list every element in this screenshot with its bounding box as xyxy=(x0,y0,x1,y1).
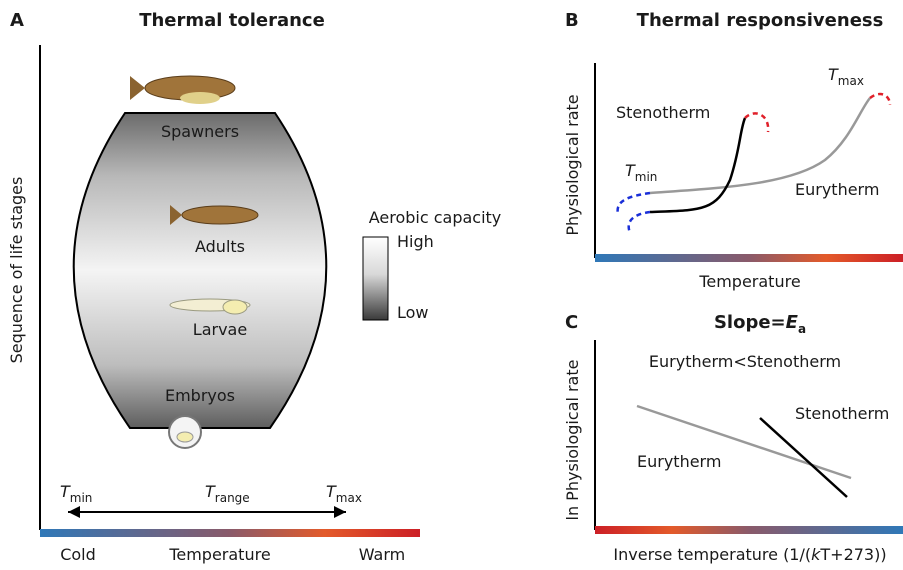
eurytherm-curve xyxy=(649,97,871,195)
symbol: T xyxy=(326,482,337,501)
stenotherm-tmin xyxy=(627,210,651,234)
symbol: T xyxy=(60,482,71,501)
subscript: max xyxy=(336,491,362,505)
symbol: E xyxy=(786,312,799,333)
symbol: T xyxy=(828,65,839,84)
x-label-cold: Cold xyxy=(60,545,96,564)
x-label-suffix: T+273)) xyxy=(819,545,886,564)
legend-gradient xyxy=(362,236,389,321)
tolerance-shape xyxy=(72,112,328,429)
t-max-label: Tmax xyxy=(828,65,864,88)
x-label-italic: k xyxy=(811,545,821,564)
larva-icon xyxy=(169,298,251,315)
y-axis-label: Physiological rate xyxy=(563,94,582,235)
stenotherm-label: Stenotherm xyxy=(616,103,710,122)
comparison-label: Eurytherm<Stenotherm xyxy=(649,352,841,371)
stage-label: Larvae xyxy=(193,320,247,339)
panel-letter: A xyxy=(10,10,24,31)
symbol: T xyxy=(625,161,636,180)
eurytherm-line xyxy=(636,404,852,480)
subscript: a xyxy=(798,322,806,336)
panel-letter: B xyxy=(565,10,579,31)
legend-title: Aerobic capacity xyxy=(369,208,502,227)
t-min-label: Tmin xyxy=(625,161,657,184)
eurytherm-label: Eurytherm xyxy=(795,180,879,199)
legend-high: High xyxy=(397,232,434,251)
panel-letter: C xyxy=(565,312,578,333)
x-label-warm: Warm xyxy=(359,545,405,564)
stenotherm-label: Stenotherm xyxy=(795,404,889,423)
stenotherm-curve xyxy=(649,117,747,214)
subscript: range xyxy=(215,491,250,505)
fish-icon xyxy=(130,75,236,104)
y-axis-label: ln Physiological rate xyxy=(563,360,582,521)
eurytherm-label: Eurytherm xyxy=(637,452,721,471)
stage-label: Spawners xyxy=(161,122,239,141)
fish-icon xyxy=(170,205,259,225)
x-axis-label: Inverse temperature (1/(kT+273)) xyxy=(613,545,886,564)
stage-label: Adults xyxy=(195,237,245,256)
x-label-prefix: Inverse temperature (1/( xyxy=(613,545,811,564)
subscript: max xyxy=(838,74,864,88)
subscript: min xyxy=(70,491,93,505)
x-axis-label: Temperature xyxy=(168,545,270,564)
panel-title: Thermal responsiveness xyxy=(637,10,884,31)
panel-title: Thermal tolerance xyxy=(139,10,325,31)
symbol: T xyxy=(205,482,216,501)
x-axis-label: Temperature xyxy=(698,272,800,291)
eurytherm-tmin xyxy=(616,191,651,215)
egg-icon xyxy=(168,415,202,449)
y-axis-label: Sequence of life stages xyxy=(7,177,26,364)
temperature-bar xyxy=(40,529,420,537)
panel-title: Slope=Ea xyxy=(714,312,806,336)
eurytherm-tmax xyxy=(869,92,892,106)
temperature-bar xyxy=(595,526,903,534)
temperature-bar xyxy=(595,254,903,262)
stenotherm-line xyxy=(759,417,848,498)
t-range-label: Trange xyxy=(205,482,250,505)
stenotherm-tmax xyxy=(744,112,770,133)
legend-low: Low xyxy=(397,303,429,322)
t-min-label: Tmin xyxy=(60,482,92,505)
subscript: min xyxy=(635,170,658,184)
title-prefix: Slope= xyxy=(714,312,786,333)
stage-label: Embryos xyxy=(165,386,235,405)
t-max-label: Tmax xyxy=(326,482,362,505)
